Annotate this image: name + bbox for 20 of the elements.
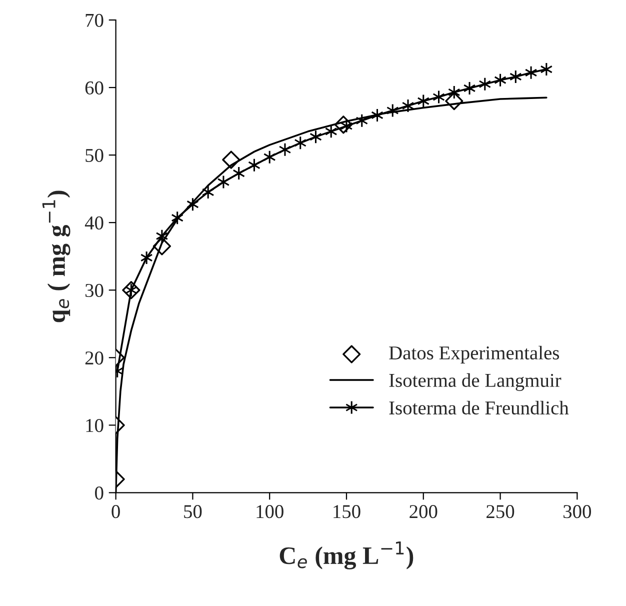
x-tick-label: 0 <box>112 505 120 518</box>
y-tick-label: 50 <box>86 148 104 162</box>
legend-label: Isoterma de Langmuir <box>389 373 562 391</box>
y-tick-label: 70 <box>86 14 104 27</box>
x-tick-label: 200 <box>410 505 438 518</box>
y-tick-label: 20 <box>85 351 104 365</box>
x-axis-title: C$_{e}$ (mg L$^{−1}$) <box>280 542 414 570</box>
x-tick-label: 100 <box>256 505 284 518</box>
x-tick-label: 300 <box>564 505 592 518</box>
y-tick-label: 60 <box>85 81 104 94</box>
y-axis-title: q$_{e}$ ( mg g$^{−1}$) <box>42 190 70 322</box>
y-tick-label: 40 <box>84 216 104 230</box>
x-tick-label: 250 <box>486 505 514 518</box>
y-tick-label: 0 <box>95 486 104 500</box>
y-tick-label: 10 <box>86 418 104 432</box>
y-tick-label: 30 <box>85 284 104 298</box>
legend-label: Isoterma de Freundlich <box>389 400 569 415</box>
x-tick-label: 50 <box>184 505 202 518</box>
x-tick-label: 150 <box>334 505 360 518</box>
legend-label: Datos Experimentales <box>389 346 560 364</box>
